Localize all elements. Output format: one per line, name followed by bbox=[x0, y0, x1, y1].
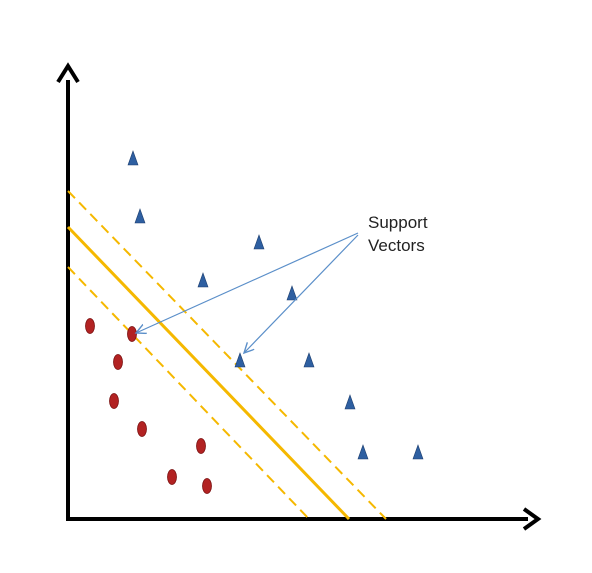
upper-margin-line bbox=[67, 190, 387, 520]
circle-point bbox=[202, 478, 212, 494]
triangle-class-points bbox=[127, 150, 424, 460]
triangle-point bbox=[127, 150, 139, 166]
triangle-point bbox=[412, 444, 424, 460]
support-vectors-label-line1: Support bbox=[368, 213, 428, 232]
triangle-point bbox=[253, 234, 265, 250]
circle-point bbox=[137, 421, 147, 437]
triangle-point bbox=[303, 352, 315, 368]
triangle-point bbox=[344, 394, 356, 410]
axes bbox=[56, 62, 542, 531]
triangle-point bbox=[134, 208, 146, 224]
circle-point bbox=[167, 469, 177, 485]
triangle-point bbox=[197, 272, 209, 288]
separating-lines bbox=[66, 190, 387, 521]
triangle-point bbox=[234, 352, 246, 368]
circle-class-points bbox=[85, 318, 212, 494]
x-axis-arrowhead bbox=[522, 507, 542, 531]
triangle-point bbox=[357, 444, 369, 460]
circle-point bbox=[196, 438, 206, 454]
circle-point bbox=[85, 318, 95, 334]
circle-point bbox=[113, 354, 123, 370]
triangle-point bbox=[286, 285, 298, 301]
lower-margin-line bbox=[67, 266, 310, 520]
hyperplane-line bbox=[66, 225, 351, 521]
circle-point bbox=[127, 326, 137, 342]
support-vectors-label-line2: Vectors bbox=[368, 236, 425, 255]
circle-point bbox=[109, 393, 119, 409]
arrow-to-circle-support-vector bbox=[136, 232, 359, 333]
support-vectors-label: Support Vectors bbox=[368, 211, 428, 257]
annotation-arrows bbox=[136, 232, 359, 353]
y-axis-arrowhead bbox=[56, 62, 80, 84]
arrow-to-triangle-support-vector bbox=[244, 234, 359, 353]
